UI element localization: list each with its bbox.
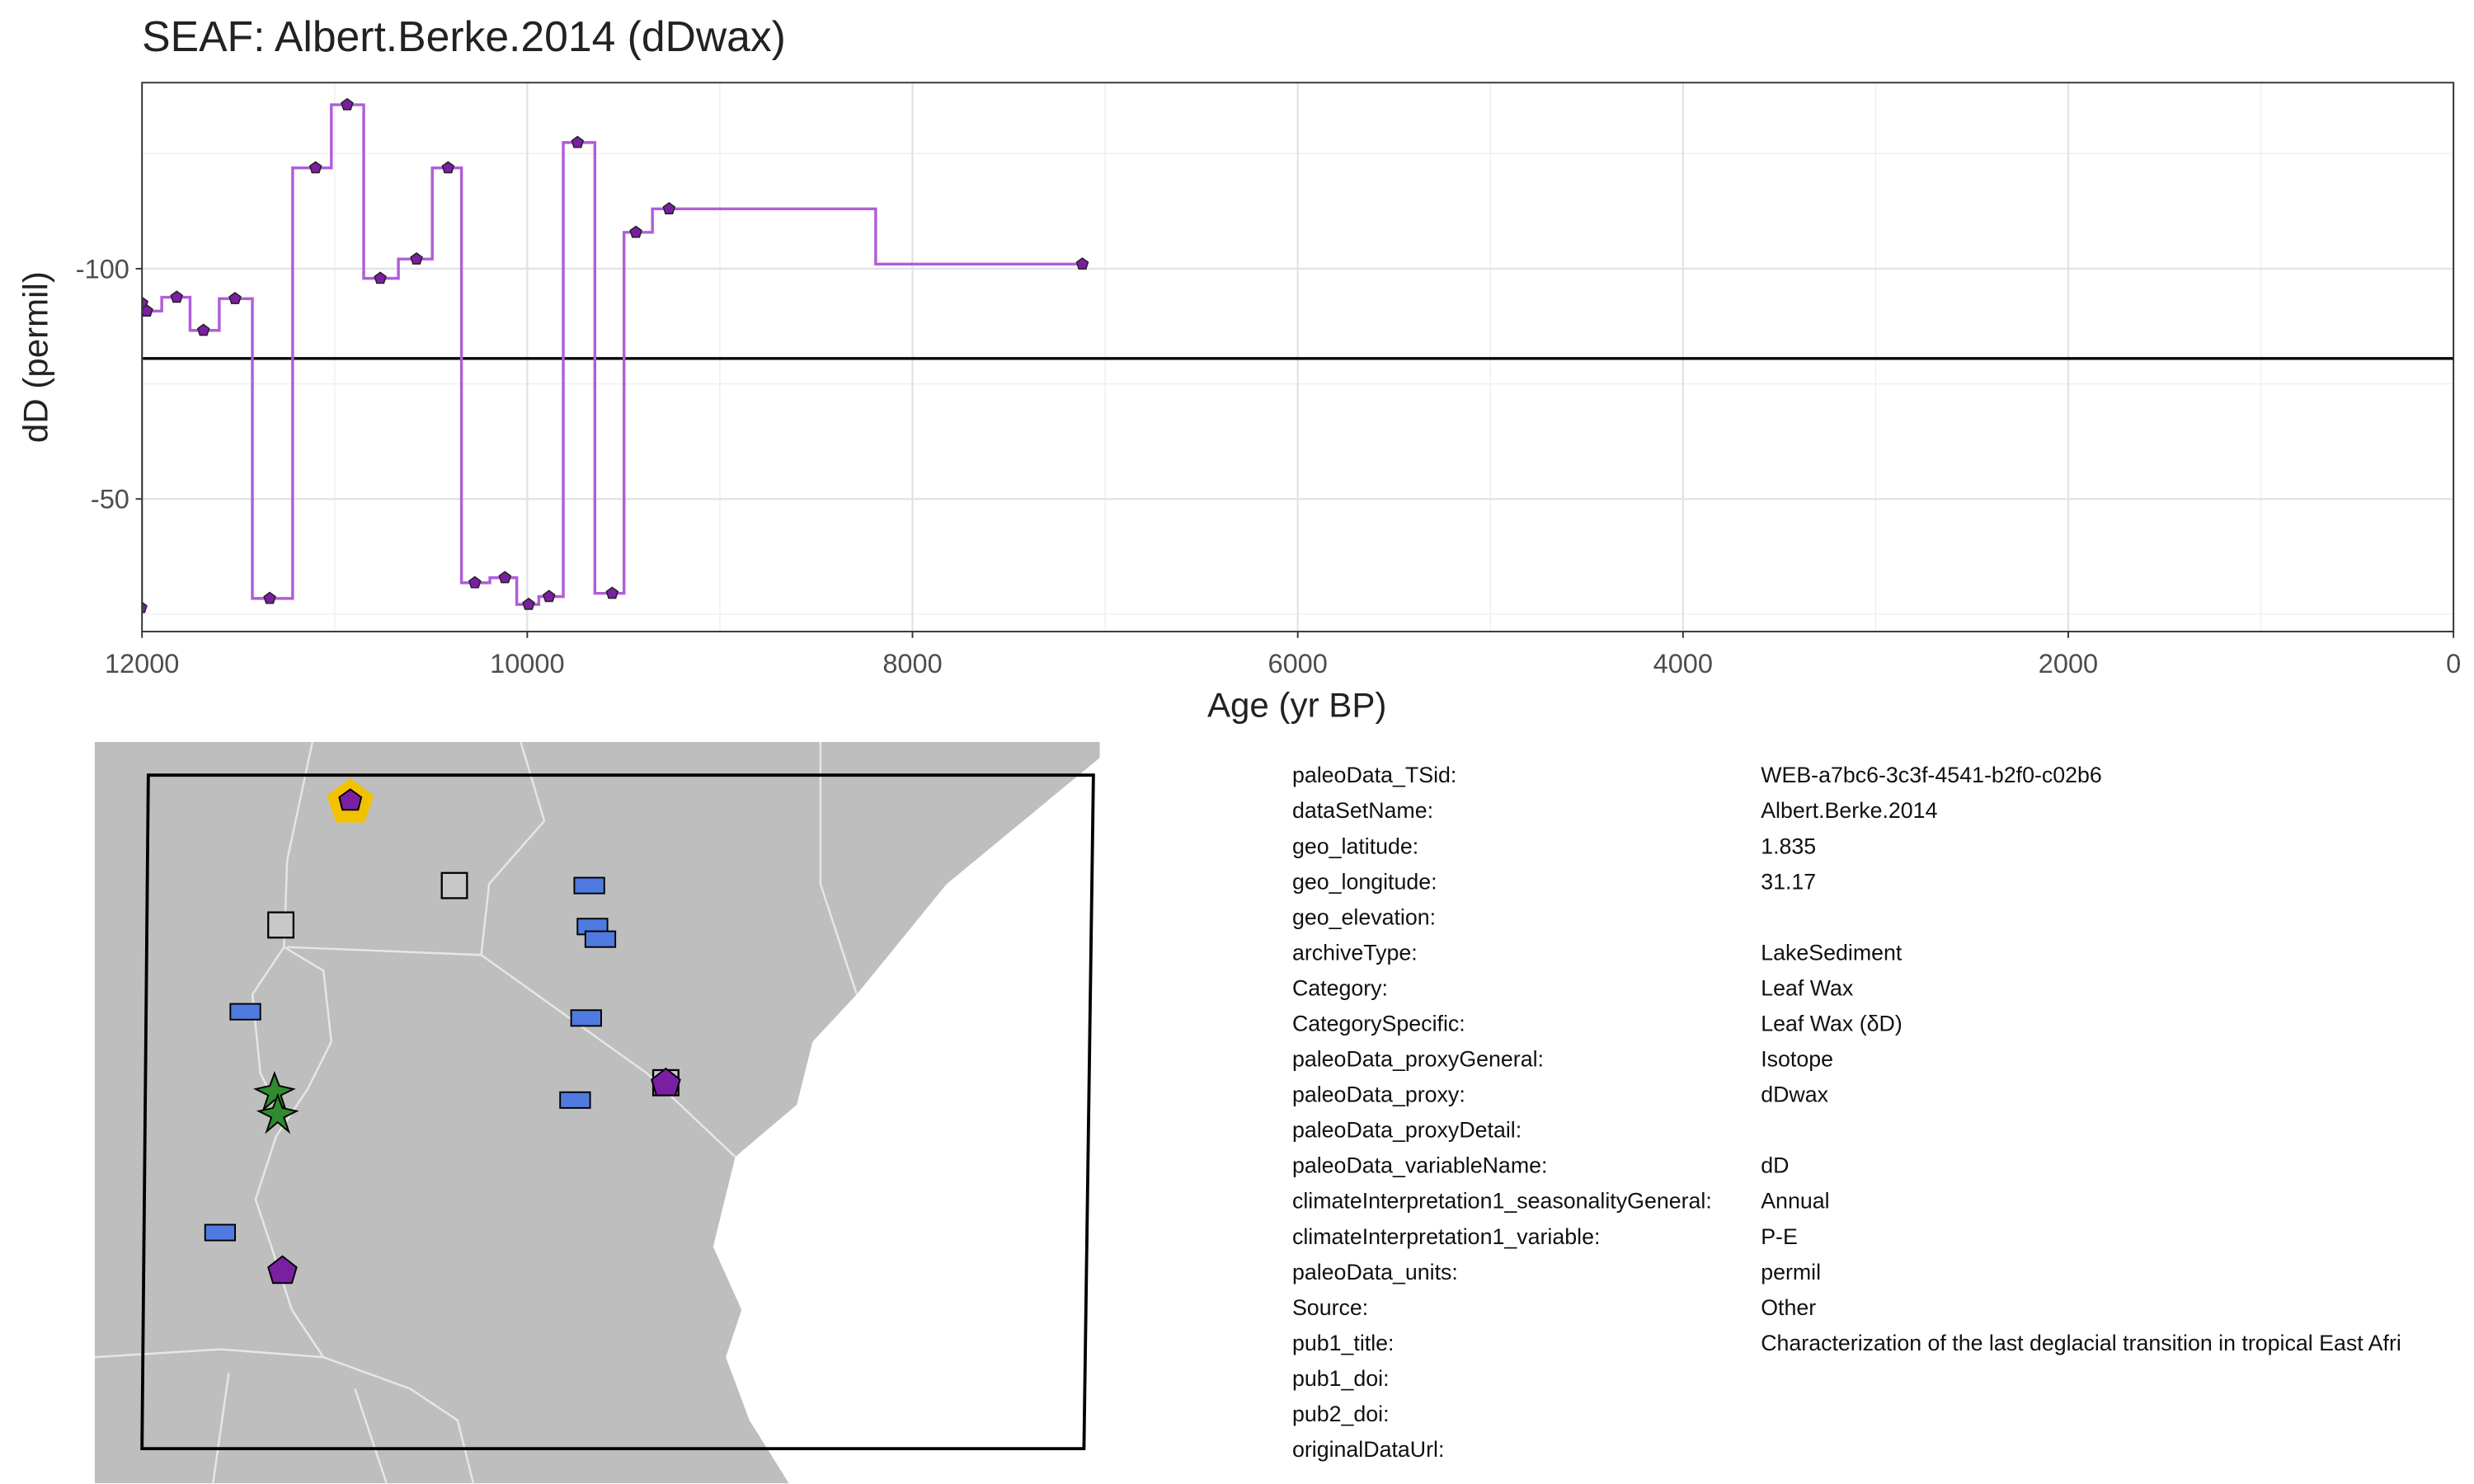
x-axis-label: Age (yr BP)	[1207, 685, 1386, 724]
chart-title: SEAF: Albert.Berke.2014 (dDwax)	[142, 12, 786, 60]
meta-key: CategorySpecific:	[1292, 1012, 1465, 1036]
meta-value: Leaf Wax (δD)	[1761, 1012, 1903, 1036]
meta-key: paleoData_proxyGeneral:	[1292, 1047, 1544, 1072]
x-tick-label: 10000	[490, 649, 564, 679]
meta-value: Characterization of the last deglacial t…	[1761, 1331, 2401, 1355]
data-point	[629, 225, 642, 238]
meta-value: dD	[1761, 1153, 1789, 1178]
x-tick-label: 6000	[1268, 649, 1327, 679]
meta-key: geo_latitude:	[1292, 834, 1418, 858]
region-box	[140, 773, 1095, 1451]
meta-key: paleoData_TSid:	[1292, 763, 1456, 787]
meta-value: dDwax	[1761, 1082, 1828, 1107]
meta-value: 31.17	[1761, 869, 1816, 894]
y-tick-label: -50	[91, 485, 129, 514]
meta-key: paleoData_variableName:	[1292, 1153, 1547, 1178]
plot-area	[142, 97, 2454, 613]
meta-key: archiveType:	[1292, 940, 1418, 965]
meta-value: WEB-a7bc6-3c3f-4541-b2f0-c02b6	[1761, 763, 2102, 787]
metadata-table: paleoData_TSid: WEB-a7bc6-3c3f-4541-b2f0-…	[1292, 763, 2401, 1462]
data-point	[498, 571, 512, 584]
meta-value: LakeSediment	[1761, 940, 1903, 965]
meta-value: 1.835	[1761, 834, 1816, 858]
axes: 12000 10000 8000 6000 4000 2000 0 -100 -50	[76, 254, 2461, 678]
meta-value: permil	[1761, 1260, 1821, 1284]
data-point	[341, 97, 354, 110]
data-point	[468, 575, 482, 589]
meta-key: geo_longitude:	[1292, 869, 1437, 894]
data-point	[374, 271, 387, 284]
site-markers	[204, 876, 617, 1242]
meta-key: paleoData_units:	[1292, 1260, 1458, 1284]
meta-key: paleoData_proxy:	[1292, 1082, 1465, 1107]
meta-key: pub1_title:	[1292, 1331, 1395, 1355]
map-pentagons	[267, 778, 681, 1284]
meta-key: originalDataUrl:	[1292, 1437, 1444, 1462]
data-point	[410, 251, 423, 265]
y-tick-label: -100	[76, 254, 129, 284]
y-axis-label: dD (permil)	[16, 271, 54, 443]
meta-key: paleoData_proxyDetail:	[1292, 1118, 1522, 1143]
data-point	[542, 589, 556, 603]
data-point	[441, 161, 455, 174]
x-tick-label: 12000	[105, 649, 179, 679]
meta-value: P-E	[1761, 1224, 1798, 1249]
meta-key: Category:	[1292, 975, 1388, 1000]
data-point	[196, 323, 210, 336]
meta-value: Leaf Wax	[1761, 975, 1854, 1000]
meta-key: Source:	[1292, 1295, 1368, 1320]
meta-key: dataSetName:	[1292, 798, 1433, 823]
data-point	[571, 135, 585, 148]
meta-value: Annual	[1761, 1189, 1829, 1214]
data-point	[522, 597, 535, 610]
data-point	[263, 591, 276, 604]
data-point	[142, 601, 148, 613]
data-point	[170, 290, 184, 303]
data-point	[1075, 257, 1089, 270]
data-point	[228, 292, 242, 304]
x-tick-label: 4000	[1653, 649, 1713, 679]
meta-value: Isotope	[1761, 1047, 1833, 1072]
x-tick-label: 0	[2446, 649, 2461, 679]
meta-key: climateInterpretation1_variable:	[1292, 1224, 1600, 1249]
map	[94, 741, 1100, 1484]
data-point	[662, 202, 676, 214]
meta-key: pub1_doi:	[1292, 1366, 1390, 1391]
land	[94, 741, 1100, 1484]
meta-value: Other	[1761, 1295, 1816, 1320]
step-line	[142, 103, 1083, 609]
data-point	[605, 586, 619, 599]
meta-key: geo_elevation:	[1292, 904, 1436, 929]
x-tick-label: 8000	[882, 649, 942, 679]
x-tick-label: 2000	[2039, 649, 2098, 679]
meta-key: climateInterpretation1_seasonalityGenera…	[1292, 1189, 1712, 1214]
meta-value: Albert.Berke.2014	[1761, 798, 1937, 823]
data-point	[308, 161, 322, 174]
meta-key: pub2_doi:	[1292, 1402, 1390, 1426]
map-stars	[253, 1071, 299, 1134]
